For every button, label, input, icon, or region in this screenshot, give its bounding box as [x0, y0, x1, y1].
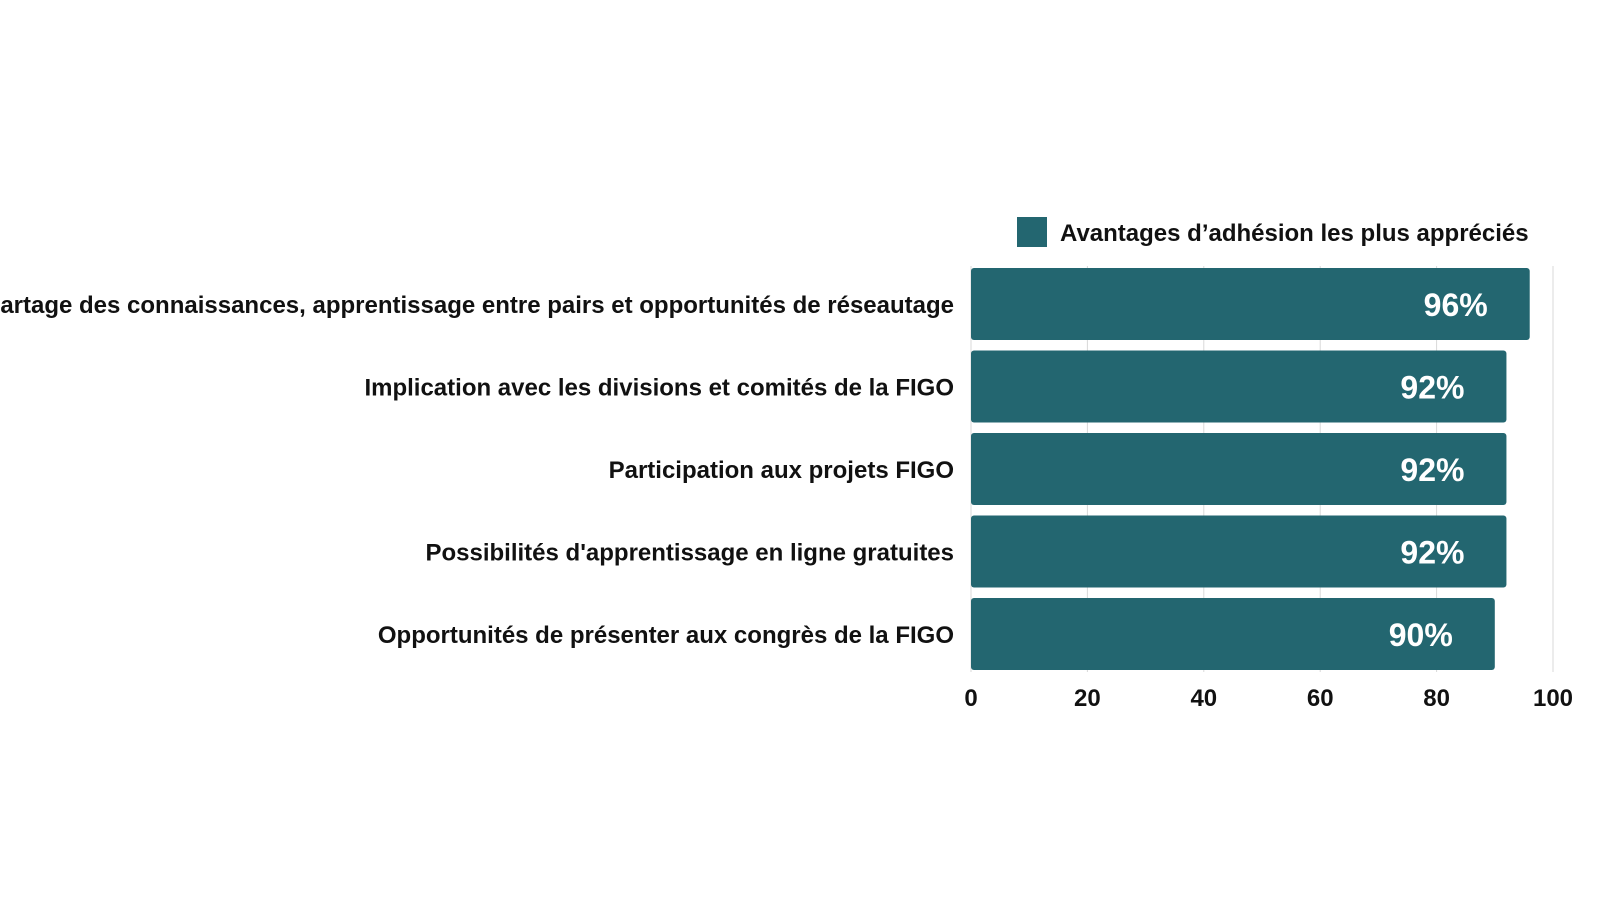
x-tick-label: 100	[1533, 685, 1573, 712]
x-tick-label: 40	[1190, 685, 1217, 712]
category-label: Participation aux projets FIGO	[609, 457, 954, 484]
category-label: Opportunités de présenter aux congrès de…	[378, 622, 954, 649]
category-label: Partage des connaissances, apprentissage…	[0, 292, 954, 319]
category-labels: Partage des connaissances, apprentissage…	[0, 292, 954, 649]
x-tick-label: 60	[1307, 685, 1334, 712]
bar	[971, 350, 1507, 423]
x-tick-label: 80	[1423, 685, 1450, 712]
bar	[971, 598, 1495, 670]
bar	[971, 515, 1507, 588]
data-label: 96%	[1424, 287, 1488, 323]
legend-label: Avantages d’adhésion les plus appréciés	[1060, 220, 1529, 247]
category-label: Implication avec les divisions et comité…	[364, 375, 954, 402]
bar	[971, 268, 1530, 340]
legend-swatch	[1017, 217, 1047, 247]
category-label: Possibilités d'apprentissage en ligne gr…	[425, 540, 954, 567]
bars	[971, 268, 1530, 670]
bar	[971, 433, 1507, 505]
legend: Avantages d’adhésion les plus appréciés	[1017, 217, 1529, 247]
data-label: 92%	[1400, 370, 1464, 406]
x-axis-ticks: 0 20 40 60 80 100	[964, 685, 1573, 712]
data-label: 92%	[1400, 452, 1464, 488]
data-labels: 96% 92% 92% 92% 90%	[1389, 287, 1488, 653]
x-tick-label: 20	[1074, 685, 1101, 712]
x-tick-label: 0	[964, 685, 977, 712]
data-label: 92%	[1400, 535, 1464, 571]
data-label: 90%	[1389, 617, 1453, 653]
